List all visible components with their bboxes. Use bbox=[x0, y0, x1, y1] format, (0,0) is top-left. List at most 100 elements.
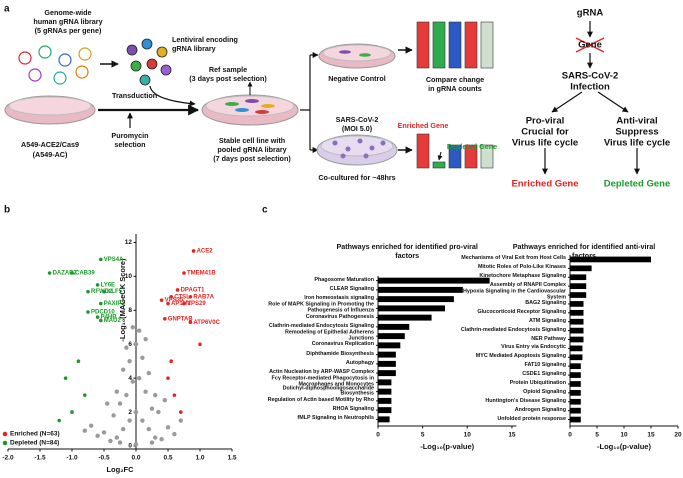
point bbox=[114, 389, 120, 394]
category-label: ATM Signaling bbox=[528, 317, 566, 324]
label: Virus life cycle bbox=[512, 138, 578, 149]
point bbox=[169, 359, 173, 364]
category-label: Mitotic Roles of Polo-Like Kinases bbox=[477, 264, 566, 271]
x-tick-label: 1.0 bbox=[195, 455, 204, 462]
point-label: VPS35 bbox=[165, 298, 184, 304]
category-label: Mechanisms of Viral Exit from Host Cells bbox=[461, 255, 566, 262]
category-label: FAT10 Signaling bbox=[524, 362, 566, 369]
point bbox=[143, 389, 148, 394]
y-tick-label: 12 bbox=[125, 239, 133, 246]
bar bbox=[378, 416, 390, 423]
bar bbox=[570, 381, 581, 387]
bar bbox=[378, 360, 396, 367]
point-label: ACE2 bbox=[197, 249, 214, 255]
point bbox=[133, 409, 139, 415]
category-label: Iron homeostasis signaling bbox=[304, 295, 374, 302]
chart-title: Pathways enriched for identified pro-vir… bbox=[336, 242, 478, 260]
label: selection bbox=[114, 140, 145, 149]
point bbox=[47, 271, 52, 275]
label: in gRNA counts bbox=[428, 84, 482, 93]
category-label: Assembly of RNAPII Complex bbox=[489, 282, 566, 289]
category-label: Phagosome Maturation bbox=[314, 276, 374, 283]
point bbox=[86, 310, 90, 314]
point-label: RAB7A bbox=[193, 294, 214, 300]
point bbox=[133, 342, 139, 347]
category-label: NER Pathway bbox=[531, 335, 566, 342]
point bbox=[159, 437, 164, 442]
point bbox=[169, 294, 173, 299]
label: Transduction bbox=[112, 91, 157, 100]
category-label: Virus Entry via Endocytic bbox=[501, 344, 566, 351]
label: gRNA library bbox=[172, 44, 216, 53]
legend-marker bbox=[2, 431, 8, 437]
point bbox=[99, 318, 103, 323]
x-tick-label: 0.5 bbox=[163, 455, 172, 462]
label: SARS-CoV-2 bbox=[336, 115, 379, 124]
x-tick-label: -1.0 bbox=[66, 455, 78, 462]
illustrative-bars bbox=[416, 21, 494, 169]
label: Depleted Gene bbox=[604, 179, 671, 190]
bar bbox=[378, 397, 392, 404]
label: (MOI 5.0) bbox=[342, 124, 373, 133]
y-tick-label: 0 bbox=[128, 443, 132, 450]
x-tick-label: 5 bbox=[421, 432, 425, 439]
arrow bbox=[149, 85, 196, 107]
plasmids bbox=[18, 45, 92, 85]
bar bbox=[570, 265, 592, 272]
label: SARS-CoV-2 bbox=[562, 71, 618, 82]
y-tick-label: 4 bbox=[128, 375, 132, 382]
panel-label: b bbox=[4, 205, 10, 216]
x-tick-label: 1.5 bbox=[227, 455, 236, 462]
point bbox=[70, 271, 74, 275]
arrow bbox=[551, 91, 583, 113]
panel-label: a bbox=[4, 4, 10, 15]
chart-title: Pathways enriched for identified anti-vi… bbox=[512, 242, 656, 260]
point-label: ATP6V0C bbox=[193, 320, 220, 326]
bar bbox=[378, 407, 392, 414]
label: Depleted Gene bbox=[447, 142, 497, 151]
point-label: DPAGT1 bbox=[181, 288, 206, 294]
x-tick-label: 0.0 bbox=[131, 455, 140, 462]
point-label: KLF5 bbox=[107, 289, 123, 295]
point-label: RFWD2 bbox=[91, 289, 113, 295]
point-label: MAU2 bbox=[104, 318, 122, 324]
point bbox=[191, 249, 196, 253]
point bbox=[99, 301, 103, 306]
bar bbox=[378, 277, 490, 284]
label: Co-cultured for ~48hrs bbox=[318, 173, 395, 182]
point bbox=[188, 320, 193, 324]
legend-label: Enriched (N=63) bbox=[10, 431, 60, 438]
point bbox=[140, 418, 145, 423]
x-tick-label: 15 bbox=[508, 432, 516, 439]
point bbox=[172, 431, 177, 437]
point bbox=[121, 367, 126, 372]
bar bbox=[570, 292, 587, 298]
category-label: Diphthamide Biosynthesis bbox=[306, 350, 374, 357]
point bbox=[130, 379, 135, 384]
bar bbox=[570, 345, 583, 352]
point bbox=[153, 435, 158, 440]
point bbox=[165, 425, 171, 430]
bar bbox=[570, 318, 584, 325]
y-tick-label: 6 bbox=[128, 341, 132, 348]
point bbox=[82, 428, 88, 433]
bar bbox=[570, 327, 584, 334]
label: human gRNA library bbox=[33, 17, 102, 26]
point bbox=[182, 271, 186, 275]
point bbox=[63, 376, 68, 380]
arrow bbox=[437, 151, 443, 161]
category-label: Dolichyl-diphosphooligosaccharide Biosyn… bbox=[282, 384, 374, 397]
x-tick-label: 10 bbox=[620, 432, 628, 439]
label: Enriched Gene bbox=[398, 121, 449, 130]
x-tick-label: 0 bbox=[376, 432, 380, 439]
panel-label: c bbox=[262, 205, 268, 216]
point-label: AP1M1 bbox=[171, 301, 192, 307]
point bbox=[127, 418, 132, 423]
x-axis-label: -Log₁₀(p-value) bbox=[597, 442, 651, 451]
point bbox=[179, 410, 183, 414]
category-label: MYC Mediated Apoptosis Signaling bbox=[475, 353, 566, 360]
point-label: PDCD10 bbox=[91, 310, 115, 316]
point-label: VPS29 bbox=[187, 301, 206, 307]
